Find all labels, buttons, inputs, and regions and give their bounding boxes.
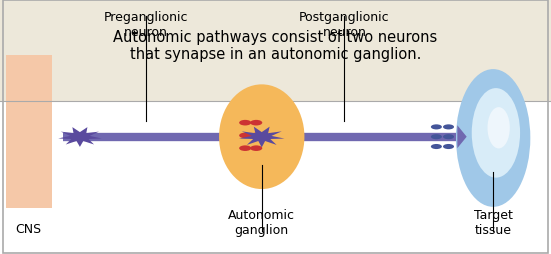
Circle shape: [443, 125, 454, 130]
Circle shape: [443, 144, 454, 149]
Circle shape: [431, 125, 442, 130]
Circle shape: [239, 146, 251, 151]
Text: Autonomic pathways consist of two neurons
that synapse in an autonomic ganglion.: Autonomic pathways consist of two neuron…: [114, 29, 437, 62]
Text: CNS: CNS: [15, 222, 42, 235]
Text: Preganglionic
neuron: Preganglionic neuron: [104, 11, 188, 39]
Text: Postganglionic
neuron: Postganglionic neuron: [299, 11, 390, 39]
Text: Target
tissue: Target tissue: [474, 208, 512, 236]
Circle shape: [431, 144, 442, 149]
Ellipse shape: [456, 70, 530, 207]
Ellipse shape: [488, 108, 510, 149]
Circle shape: [239, 133, 251, 139]
Polygon shape: [457, 126, 467, 149]
Circle shape: [250, 120, 262, 126]
Circle shape: [443, 135, 454, 140]
Bar: [0, 0, 551, 102]
Circle shape: [431, 135, 442, 140]
Polygon shape: [58, 128, 101, 147]
Polygon shape: [239, 127, 284, 148]
Ellipse shape: [472, 89, 520, 178]
Circle shape: [239, 120, 251, 126]
Bar: [6, 56, 52, 208]
Text: Autonomic
ganglion: Autonomic ganglion: [228, 208, 295, 236]
Circle shape: [250, 146, 262, 151]
Ellipse shape: [219, 85, 304, 189]
Circle shape: [250, 133, 262, 139]
